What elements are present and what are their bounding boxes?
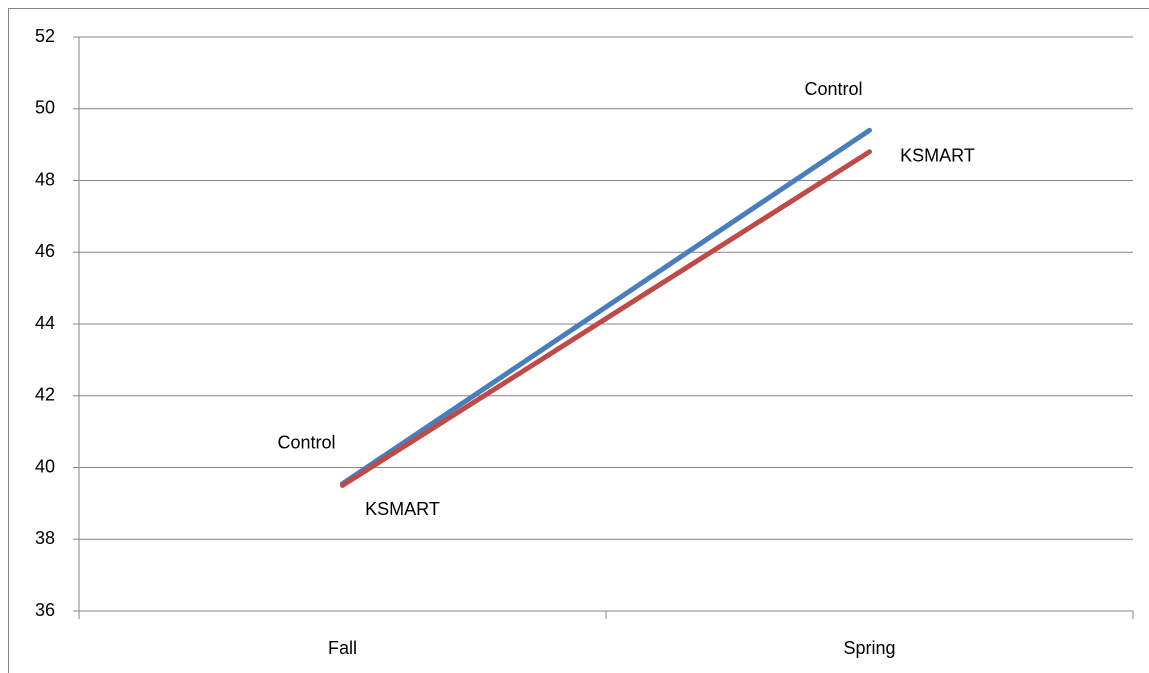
data-label: Control — [277, 432, 335, 452]
y-tick-label: 42 — [35, 385, 55, 405]
chart-border — [8, 8, 1149, 673]
x-tick-label: Spring — [843, 638, 895, 658]
x-tick-label: Fall — [328, 638, 357, 658]
data-label: KSMART — [365, 499, 440, 519]
y-tick-label: 52 — [35, 26, 55, 46]
data-label: Control — [804, 79, 862, 99]
y-tick-label: 46 — [35, 241, 55, 261]
y-tick-label: 40 — [35, 456, 55, 476]
series-line — [340, 127, 872, 487]
y-tick-label: 44 — [35, 313, 55, 333]
y-tick-label: 48 — [35, 169, 55, 189]
series-line — [340, 149, 872, 488]
y-tick-label: 36 — [35, 600, 55, 620]
data-label: KSMART — [900, 146, 975, 166]
y-tick-label: 38 — [35, 528, 55, 548]
y-tick-label: 50 — [35, 98, 55, 118]
